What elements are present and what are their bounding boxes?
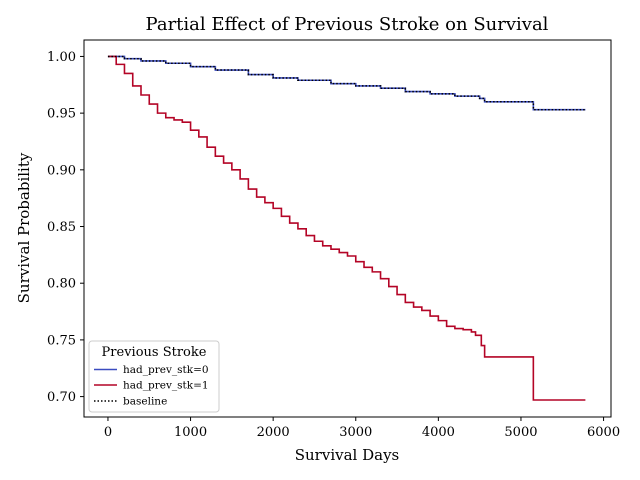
legend-label-had-prev-stk-1: had_prev_stk=1 [123, 380, 209, 392]
x-axis-label: Survival Days [295, 446, 400, 464]
legend-label-baseline: baseline [123, 396, 167, 408]
series-line-had-prev-stk-1 [107, 55, 586, 401]
y-tick-label: 0.95 [47, 107, 76, 122]
y-axis-label: Survival Probability [15, 152, 33, 303]
y-tick-label: 0.90 [47, 163, 76, 178]
chart-title: Partial Effect of Previous Stroke on Sur… [146, 14, 549, 35]
legend-title: Previous Stroke [102, 345, 207, 360]
legend: Previous Stroke had_prev_stk=0 had_prev_… [88, 340, 220, 413]
y-tick-label: 1.00 [47, 50, 76, 65]
y-tick-label: 0.85 [47, 220, 76, 235]
y-tick-label: 0.75 [47, 333, 76, 348]
plot-frame [83, 39, 612, 418]
legend-label-had-prev-stk-0: had_prev_stk=0 [123, 364, 209, 376]
x-tick-label: 0 [104, 425, 112, 440]
legend-box [88, 340, 220, 413]
y-tick-label: 0.70 [47, 390, 76, 405]
x-tick-label: 3000 [339, 425, 372, 440]
series-layer [107, 55, 586, 401]
x-tick-label: 1000 [174, 425, 207, 440]
x-tick-label: 6000 [587, 425, 620, 440]
y-tick-label: 0.80 [47, 277, 76, 292]
series-line-had-prev-stk-0 [107, 55, 586, 111]
x-tick-label: 4000 [422, 425, 455, 440]
x-tick-label: 5000 [504, 425, 537, 440]
series-line-baseline [107, 55, 586, 111]
x-tick-label: 2000 [257, 425, 290, 440]
ticks-layer: 0 1000 2000 3000 4000 5000 6000 0.70 0.75 0.80 0.8… [47, 50, 620, 440]
